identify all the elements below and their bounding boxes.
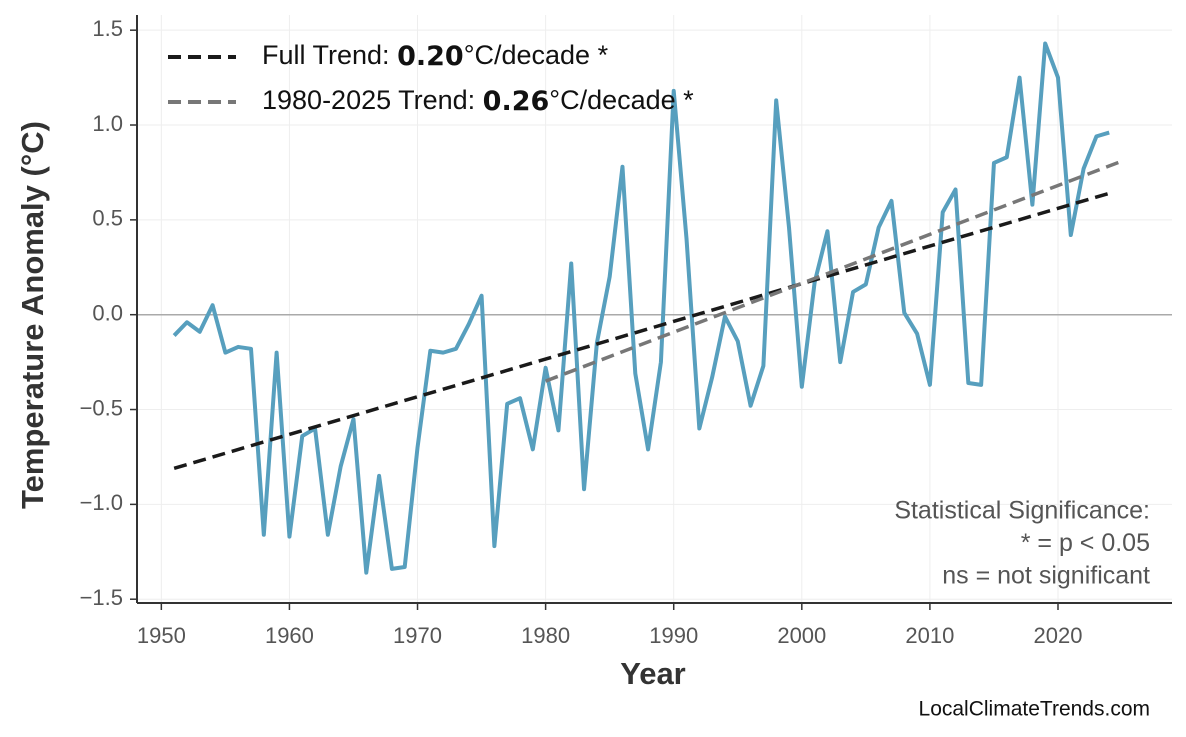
y-tick-label: 1.0	[92, 111, 123, 136]
y-tick-label: 0.0	[92, 301, 123, 326]
legend-slope: 0.20	[397, 41, 464, 72]
legend-label: Full Trend: 0.20°C/decade *	[262, 40, 609, 71]
x-axis-title: Year	[620, 656, 686, 691]
y-axis-title: Temperature Anomaly (°C)	[15, 121, 50, 509]
data-line	[172, 41, 1110, 575]
x-tick-label: 1980	[521, 623, 570, 648]
legend-prefix: Full Trend:	[262, 40, 397, 70]
x-tick-label: 1960	[265, 623, 314, 648]
annotation: * = p < 0.05	[1021, 529, 1150, 557]
x-tick-label: 1970	[393, 623, 442, 648]
x-tick-label: 2020	[1034, 623, 1083, 648]
x-tick-label: 2000	[777, 623, 826, 648]
legend-slope: 0.26	[483, 86, 550, 117]
legend-label: 1980-2025 Trend: 0.26°C/decade *	[262, 85, 694, 116]
legend-suffix: °C/decade *	[464, 40, 609, 70]
source: LocalClimateTrends.com	[919, 698, 1150, 721]
x-tick-label: 1990	[649, 623, 698, 648]
y-tick-label: 1.5	[92, 16, 123, 41]
y-tick-label: −0.5	[80, 395, 123, 420]
legend-suffix: °C/decade *	[549, 85, 694, 115]
y-tick-label: 0.5	[92, 206, 123, 231]
annotation: ns = not significant	[942, 562, 1150, 590]
trend-line	[173, 191, 1110, 471]
x-tick-label: 1950	[137, 623, 186, 648]
y-tick-label: −1.5	[80, 585, 123, 610]
x-tick-label: 2010	[905, 623, 954, 648]
y-tick-label: −1.0	[80, 490, 123, 515]
annotation: Statistical Significance:	[894, 497, 1150, 525]
legend-prefix: 1980-2025 Trend:	[262, 85, 483, 115]
trend-line	[544, 159, 1123, 383]
